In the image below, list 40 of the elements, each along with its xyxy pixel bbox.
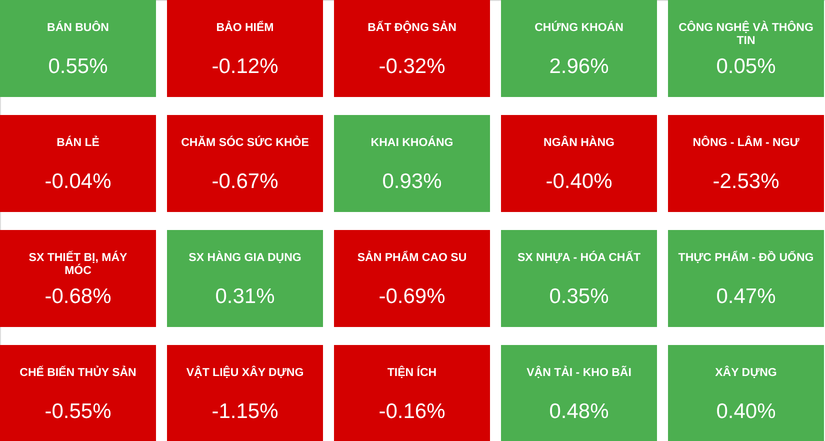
- data-label: -0.40%: [546, 170, 612, 193]
- category-label: VẬN TẢI - KHO BÃI: [526, 365, 632, 379]
- category-label: THỰC PHẨM - ĐỒ UỐNG: [678, 250, 814, 264]
- data-label: 0.05%: [716, 55, 776, 78]
- data-label: 0.40%: [716, 400, 776, 423]
- data-label: -0.16%: [378, 400, 446, 423]
- category-label: KHAI KHOÁNG: [370, 135, 454, 149]
- category-label: VẬT LIỆU XÂY DỰNG: [186, 365, 304, 379]
- category-label: TIỆN ÍCH: [387, 365, 437, 379]
- category-label: CÔNG NGHỆ VÀ THÔNG TIN: [678, 20, 814, 47]
- data-label: 0.35%: [549, 285, 609, 308]
- data-label: -0.55%: [44, 400, 112, 423]
- data-label: 0.47%: [716, 285, 776, 308]
- data-label: 2.96%: [549, 55, 609, 78]
- category-label: CHỨNG KHOÁN: [534, 20, 624, 34]
- category-label: NÔNG - LÂM - NGƯ: [692, 135, 800, 149]
- category-label: SX NHỰA - HÓA CHẤT: [517, 250, 641, 264]
- category-label: BẢO HIỂM: [216, 20, 274, 34]
- category-label: BÁN BUÔN: [47, 20, 109, 34]
- data-label: -0.67%: [212, 170, 278, 193]
- category-label: BÁN LẺ: [56, 135, 100, 149]
- category-label: SẢN PHẨM CAO SU: [357, 250, 467, 264]
- data-label: -1.15%: [212, 400, 278, 423]
- data-label: -0.69%: [378, 285, 446, 308]
- category-label: SX THIẾT BỊ, MÁY MÓC: [28, 250, 128, 277]
- category-label: BẤT ĐỘNG SẢN: [368, 20, 456, 34]
- category-label: CHẾ BIẾN THỦY SẢN: [20, 365, 136, 379]
- data-label: -0.12%: [212, 55, 278, 78]
- category-label: XÂY DỰNG: [715, 365, 777, 379]
- data-label: -0.68%: [44, 285, 112, 308]
- data-label: -0.32%: [378, 55, 446, 78]
- category-label: NGÂN HÀNG: [544, 135, 615, 149]
- category-label: CHĂM SÓC SỨC KHỎE: [181, 135, 310, 149]
- data-label: 0.48%: [549, 400, 609, 423]
- data-label: 0.31%: [215, 285, 275, 308]
- data-label: -0.04%: [44, 170, 112, 193]
- data-label: 0.93%: [382, 170, 442, 193]
- data-label: -2.53%: [712, 170, 780, 193]
- data-label: 0.55%: [48, 55, 108, 78]
- category-label: SX HÀNG GIA DỤNG: [188, 250, 302, 264]
